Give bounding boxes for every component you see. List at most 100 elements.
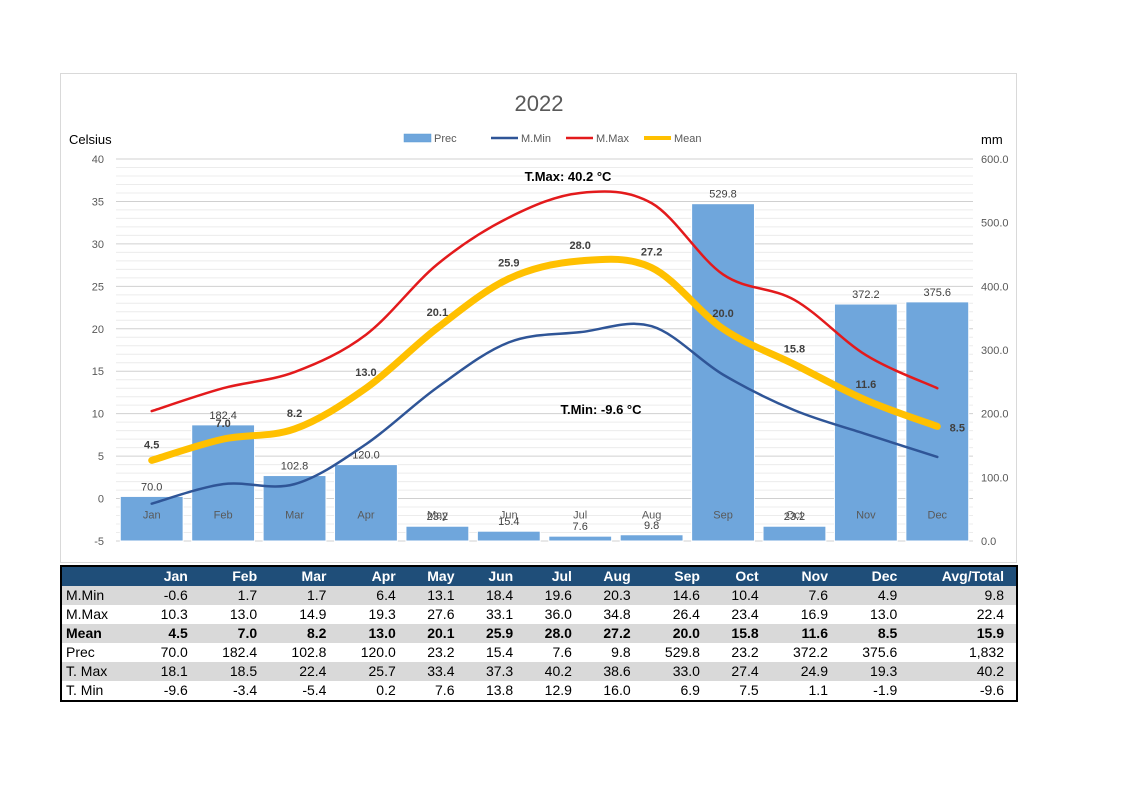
table-cell: 14.6 bbox=[642, 586, 712, 605]
table-cell: 1.7 bbox=[199, 586, 270, 605]
table-cell: 13.8 bbox=[485, 682, 514, 698]
table-cell: -5.4 bbox=[302, 682, 327, 698]
table-cell: 33.0 bbox=[642, 662, 712, 681]
table-row: M.Min -0.6 1.7 1.7 6.4 13.1 18.4 19.6 20.3 14.6 10… bbox=[61, 586, 1017, 605]
table-cell: 36.0 bbox=[544, 606, 572, 622]
table-header-cell: Sep bbox=[642, 566, 712, 586]
annotation-tmax: T.Max: 40.2 °C bbox=[525, 169, 612, 184]
row-label: T. Min bbox=[66, 682, 104, 698]
table-cell: 18.5 bbox=[199, 662, 270, 681]
table-cell: 13.0 bbox=[870, 606, 898, 622]
mean-data-label: 15.8 bbox=[784, 343, 805, 355]
table-cell: 7.5 bbox=[739, 682, 759, 698]
table-cell: 10.3 bbox=[160, 606, 188, 622]
table-cell: 40.2 bbox=[525, 662, 584, 681]
table-header-row: Jan Feb Mar Apr May Jun Jul Aug Sep Oct Nov Dec Avg/… bbox=[61, 566, 1017, 586]
y-right-tick-label: 400.0 bbox=[981, 281, 1009, 293]
table-cell: 40.2 bbox=[909, 662, 1017, 681]
x-category-label: Nov bbox=[856, 510, 876, 522]
y-left-tick-label: 40 bbox=[92, 154, 104, 166]
table-cell: 13.0 bbox=[229, 606, 258, 622]
table-header-cell: Avg/Total bbox=[909, 566, 1017, 586]
table-header-cell: Jul bbox=[525, 566, 584, 586]
y-left-tick-label: 25 bbox=[92, 281, 104, 293]
y-right-tick-label: 500.0 bbox=[981, 218, 1009, 230]
mean-data-label: 4.5 bbox=[144, 439, 159, 451]
table-header-cell: May bbox=[407, 566, 467, 586]
table-cell: 34.8 bbox=[603, 606, 631, 622]
y-left-tick-label: 5 bbox=[98, 451, 104, 463]
y-left-tick-label: 10 bbox=[92, 409, 104, 421]
table-header-cell: Mar bbox=[269, 566, 339, 586]
bar-data-label: 529.8 bbox=[709, 189, 737, 201]
x-category-label: Jan bbox=[143, 510, 161, 522]
y-right-axis-title: mm bbox=[981, 132, 1003, 147]
x-category-label: Sep bbox=[713, 510, 733, 522]
legend-label: M.Min bbox=[521, 133, 551, 145]
table-cell: -3.4 bbox=[233, 682, 258, 698]
table-cell: 28.0 bbox=[525, 624, 584, 643]
y-right-tick-label: 100.0 bbox=[981, 472, 1009, 484]
table-cell: 25.7 bbox=[338, 662, 408, 681]
table-row: T. Max 18.1 18.5 22.4 25.7 33.4 37.3 40.2 38.6 33… bbox=[61, 662, 1017, 681]
x-category-label: Feb bbox=[214, 510, 233, 522]
x-category-label: Oct bbox=[786, 510, 803, 522]
table-cell: 7.0 bbox=[199, 624, 270, 643]
bar-prec bbox=[691, 203, 755, 542]
table-cell: 15.4 bbox=[485, 644, 514, 660]
table-body: M.Min -0.6 1.7 1.7 6.4 13.1 18.4 19.6 20.3 14.6 10… bbox=[61, 586, 1017, 701]
table-header-cell: Apr bbox=[338, 566, 408, 586]
table-cell: 8.2 bbox=[269, 624, 339, 643]
mean-data-label: 7.0 bbox=[215, 418, 230, 430]
table-cell: 9.8 bbox=[909, 586, 1017, 605]
table-row: M.Max 10.3 13.0 14.9 19.3 27.6 33.1 36.0 34.8 26.… bbox=[61, 605, 1017, 624]
table-cell: 375.6 bbox=[862, 644, 898, 660]
table-cell: 14.9 bbox=[299, 606, 327, 622]
bar-data-label: 70.0 bbox=[141, 481, 162, 493]
table-header-corner bbox=[61, 566, 142, 586]
bar-data-label: 9.8 bbox=[644, 520, 659, 532]
chart-title: 2022 bbox=[515, 91, 564, 116]
y-left-tick-label: -5 bbox=[94, 536, 104, 548]
bar-data-label: 23.2 bbox=[784, 511, 805, 523]
table-cell: 7.6 bbox=[435, 682, 455, 698]
table-row: T. Min -9.6 -3.4 -5.4 0.2 7.6 13.8 12.9 16.0 6.9 7… bbox=[61, 681, 1017, 701]
table-cell: 9.8 bbox=[611, 644, 631, 660]
table-cell: 19.3 bbox=[368, 606, 396, 622]
table-cell: 20.3 bbox=[583, 586, 643, 605]
mean-data-label: 25.9 bbox=[498, 258, 519, 270]
table-cell: 13.0 bbox=[338, 624, 408, 643]
legend-label: Mean bbox=[674, 133, 702, 145]
series-line-mean bbox=[148, 255, 941, 464]
y-left-axis-title: Celsius bbox=[69, 132, 112, 147]
bar-data-label: 120.0 bbox=[352, 450, 380, 462]
bar-prec bbox=[405, 525, 470, 542]
table-cell: 26.4 bbox=[672, 606, 700, 622]
bar-data-label: 23.2 bbox=[427, 511, 448, 523]
mean-data-label: 11.6 bbox=[855, 379, 876, 391]
series-line-mmin bbox=[150, 322, 939, 505]
table-cell: 27.6 bbox=[427, 606, 455, 622]
table-header-cell: Jan bbox=[141, 566, 200, 586]
table-cell: 1,832 bbox=[968, 644, 1004, 660]
x-category-label: May bbox=[427, 510, 448, 522]
x-category-label: Jun bbox=[500, 510, 518, 522]
table-cell: 6.4 bbox=[338, 586, 408, 605]
bar-prec bbox=[334, 464, 398, 542]
table-cell: 19.6 bbox=[525, 586, 584, 605]
table-cell: 6.9 bbox=[680, 682, 700, 698]
table-cell: 7.6 bbox=[552, 644, 572, 660]
table-cell: 102.8 bbox=[291, 644, 327, 660]
table-cell: 25.9 bbox=[466, 624, 526, 643]
table-cell: -9.6 bbox=[979, 682, 1004, 698]
table-cell: 8.5 bbox=[839, 624, 910, 643]
table-cell: 4.9 bbox=[839, 586, 910, 605]
legend-label: Prec bbox=[434, 133, 457, 145]
mean-data-label: 28.0 bbox=[569, 240, 590, 252]
table-cell: 182.4 bbox=[222, 644, 258, 660]
bar-prec bbox=[476, 530, 541, 542]
x-category-label: Dec bbox=[928, 510, 948, 522]
row-label: Prec bbox=[66, 644, 95, 660]
table-cell: 16.9 bbox=[800, 606, 828, 622]
table-cell: 372.2 bbox=[792, 644, 828, 660]
